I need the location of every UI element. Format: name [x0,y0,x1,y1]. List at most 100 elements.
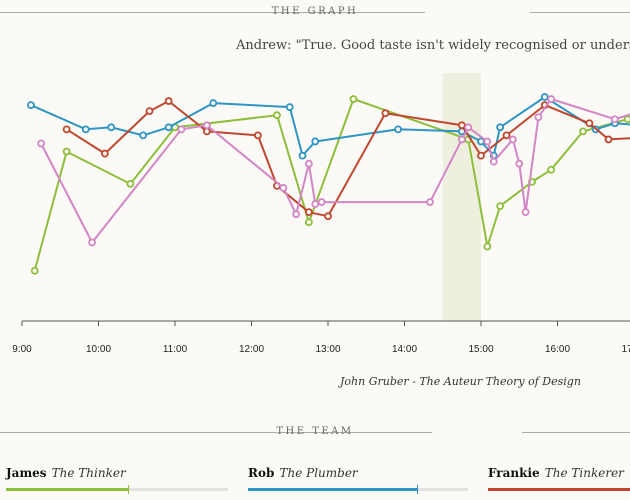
data-point [457,121,466,130]
data-point [145,107,154,116]
team-member-role: The Tinkerer [544,466,624,480]
x-tick-label: 17:00 [621,344,630,355]
series-line [33,98,630,271]
data-point [457,135,466,144]
team-member-rob[interactable]: Rob The Plumber [248,462,468,496]
data-point [317,198,326,206]
data-point [209,99,218,107]
data-point [508,135,517,144]
data-point [164,97,173,105]
data-point [298,151,307,160]
data-point [540,93,549,101]
data-point [202,121,211,130]
progress-track [248,485,468,494]
data-point [324,212,332,221]
header-rule-right [530,12,630,13]
progress-marker [417,485,419,494]
x-tick-label: 13:00 [315,344,340,355]
data-point [489,157,498,166]
data-point [349,95,358,103]
data-point [81,125,90,134]
x-tick-label: 14:00 [392,344,417,355]
data-point [88,238,97,247]
data-point [496,123,505,132]
data-point [311,200,320,208]
team-member-name: James [6,466,47,480]
graph-section-header: THE GRAPH [0,2,630,22]
series-rob [27,93,630,160]
data-point [37,139,46,148]
data-point [62,125,71,134]
x-tick-label: 15:00 [468,344,493,355]
team-section-title: THE TEAM [276,426,354,437]
data-point [177,125,186,134]
data-point [139,131,148,140]
data-point [253,131,262,140]
data-point [547,95,556,103]
activity-line-chart: 9:00 10:00 11:00 12:00 13:00 14:00 15:00 16:00 1… [12,73,630,355]
data-point [107,123,116,132]
progress-fill [488,488,630,491]
data-point [202,127,211,136]
team-member-name: Frankie [488,466,540,480]
data-point [285,103,294,112]
progress-marker [128,485,130,494]
data-point [579,127,587,136]
team-member-frankie[interactable]: Frankie The Tinkerer [488,462,630,496]
quote-attribution: John Gruber - The Auteur Theory of Desig… [340,375,581,388]
data-point [515,159,524,168]
x-tick-label: 9:00 [12,344,32,355]
data-point [547,165,556,174]
data-point [164,123,173,132]
series-frankie [62,97,630,221]
data-point [126,179,135,188]
data-point [610,115,619,124]
team-member-name: Rob [248,466,275,480]
data-point [292,210,301,219]
header-rule-right [522,432,630,433]
data-point [273,111,281,120]
data-point [502,131,511,140]
data-point [477,151,485,160]
progress-fill [6,488,129,491]
series-pink [37,95,630,247]
series-line [30,96,630,157]
series-james [30,95,630,275]
data-point [483,137,492,146]
data-point [623,115,630,124]
header-rule-left [0,12,425,13]
data-point [100,149,109,158]
series-line [40,98,630,244]
data-point [585,119,594,128]
graph-section-title: THE GRAPH [271,6,359,17]
data-point [394,125,403,134]
data-point [496,202,505,211]
progress-track [6,485,228,494]
x-tick-label: 11:00 [163,344,188,355]
header-rule-left [0,432,432,433]
team-member-role: The Plumber [279,466,358,480]
x-tick-label: 10:00 [86,344,111,355]
team-section-header: THE TEAM [0,422,630,442]
quote-text: Andrew: "True. Good taste isn't widely r… [236,38,630,53]
data-point [534,113,543,122]
data-point [311,137,320,146]
data-point [27,101,35,109]
highlight-band [442,73,481,321]
x-tick-label: 16:00 [545,344,570,355]
data-point [483,242,492,251]
data-point [304,208,313,217]
data-point [381,109,390,118]
data-point [304,159,313,168]
data-point [279,184,288,192]
data-point [426,198,434,206]
data-point [62,147,71,156]
team-member-role: The Thinker [51,466,126,480]
data-point [464,123,473,132]
team-member-james[interactable]: James The Thinker [6,462,228,496]
x-tick-label: 12:00 [239,344,264,355]
progress-track [488,488,630,491]
data-point [30,266,39,275]
progress-fill [248,488,418,491]
data-point [304,218,313,227]
